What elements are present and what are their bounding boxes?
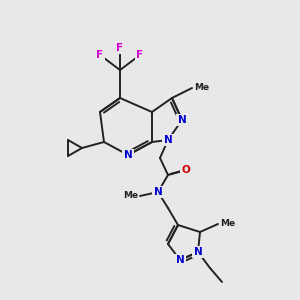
Text: Me: Me <box>194 83 209 92</box>
Text: Me: Me <box>220 220 235 229</box>
Text: F: F <box>136 50 144 60</box>
Text: F: F <box>116 43 124 53</box>
Text: Me: Me <box>123 191 138 200</box>
Text: O: O <box>182 165 190 175</box>
Text: N: N <box>154 187 162 197</box>
Text: N: N <box>176 255 184 265</box>
Text: N: N <box>164 135 172 145</box>
Text: N: N <box>124 150 132 160</box>
Text: N: N <box>178 115 186 125</box>
Text: F: F <box>96 50 103 60</box>
Text: N: N <box>194 247 202 257</box>
